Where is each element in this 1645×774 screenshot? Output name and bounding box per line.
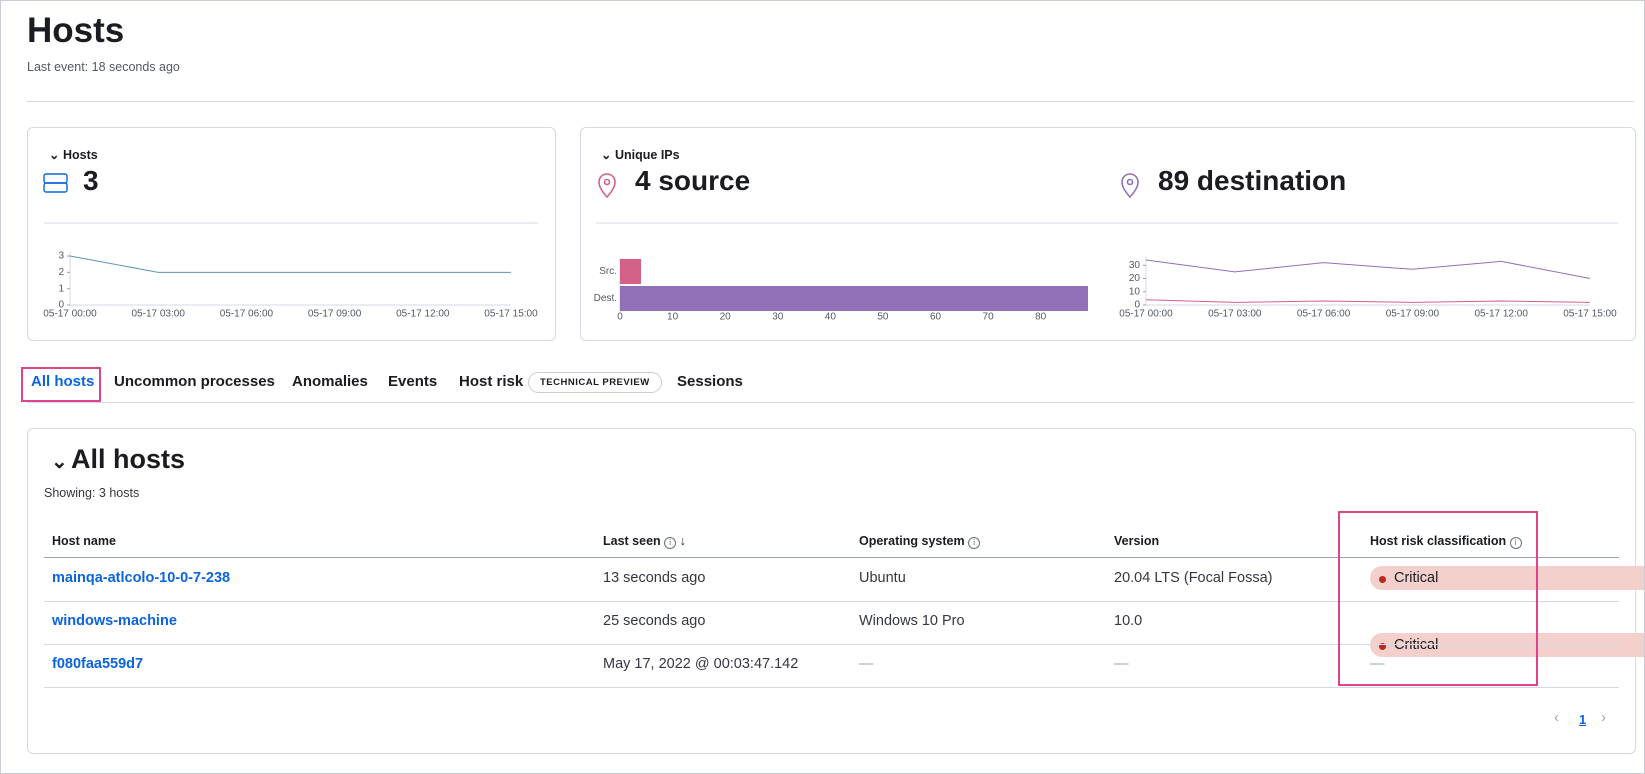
tab[interactable]: Host risk bbox=[459, 373, 524, 390]
risk-badge: Critical bbox=[1370, 566, 1644, 590]
showing-count: Showing: 3 hosts bbox=[44, 486, 140, 500]
cell: May 17, 2022 @ 00:03:47.142 bbox=[603, 656, 799, 672]
row-border bbox=[44, 601, 1619, 602]
tab[interactable]: Anomalies bbox=[292, 373, 368, 390]
row-border bbox=[44, 644, 1619, 645]
panel-title[interactable]: ⌄ Unique IPs bbox=[601, 148, 680, 162]
table-panel bbox=[27, 428, 1636, 754]
cell: 10.0 bbox=[1114, 613, 1143, 629]
tab[interactable]: All hosts bbox=[31, 373, 95, 390]
table-title[interactable]: ⌄ All hosts bbox=[51, 444, 186, 474]
info-icon[interactable]: i bbox=[1509, 537, 1522, 549]
panel-title-text: Hosts bbox=[63, 148, 98, 162]
kpi-value: 89 destination bbox=[1158, 165, 1347, 196]
panel-title[interactable]: ⌄ Hosts bbox=[49, 148, 98, 162]
cell: Ubuntu bbox=[859, 570, 906, 586]
page-number[interactable]: 1 bbox=[1579, 712, 1587, 727]
cell: 20.04 LTS (Focal Fossa) bbox=[1114, 570, 1273, 586]
table: Host name Last seen i ↓ Operating system i… bbox=[1, 1, 1644, 688]
cell: 25 seconds ago bbox=[603, 613, 706, 629]
info-icon[interactable]: i bbox=[968, 537, 981, 549]
column-header[interactable]: Host name bbox=[52, 534, 116, 548]
page-title: Hosts bbox=[27, 11, 125, 50]
cell: — bbox=[1370, 656, 1385, 672]
info-icon[interactable]: i bbox=[664, 537, 677, 549]
cell: — bbox=[1114, 656, 1129, 672]
host-link[interactable]: windows-machine bbox=[52, 613, 177, 629]
tabs-divider bbox=[27, 402, 1634, 403]
tab[interactable]: Uncommon processes bbox=[114, 373, 275, 390]
next-page[interactable]: › bbox=[1601, 709, 1606, 726]
highlight-box bbox=[21, 367, 101, 402]
tab-badge: TECHNICAL PREVIEW bbox=[528, 372, 662, 393]
column-header[interactable]: Operating system i bbox=[859, 534, 981, 549]
column-header[interactable]: Host risk classification i bbox=[1370, 534, 1522, 549]
highlight-box bbox=[1338, 511, 1538, 686]
divider bbox=[27, 101, 1634, 102]
column-header[interactable]: Last seen i ↓ bbox=[603, 534, 686, 549]
kpi-value: 3 bbox=[83, 165, 99, 196]
tab[interactable]: Sessions bbox=[677, 373, 743, 390]
risk-badge: Critical bbox=[1370, 633, 1644, 657]
row-border bbox=[44, 687, 1619, 688]
sort-icon[interactable]: ↓ bbox=[679, 534, 686, 548]
column-header[interactable]: Version bbox=[1114, 534, 1160, 548]
ips-panel bbox=[580, 127, 1636, 341]
row-border bbox=[44, 557, 1619, 558]
prev-page[interactable]: ‹ bbox=[1554, 709, 1559, 726]
subtitle: Last event: 18 seconds ago bbox=[27, 60, 180, 74]
panel-title-text: Unique IPs bbox=[615, 148, 680, 162]
kpi-value: 4 source bbox=[635, 165, 751, 196]
host-link[interactable]: mainqa-atlcolo-10-0-7-238 bbox=[52, 570, 231, 586]
cell: — bbox=[859, 656, 874, 672]
hosts-panel bbox=[27, 127, 556, 341]
table-title-text: All hosts bbox=[71, 444, 186, 474]
tab[interactable]: Events bbox=[388, 373, 438, 390]
cell: Windows 10 Pro bbox=[859, 613, 965, 629]
cell: 13 seconds ago bbox=[603, 570, 706, 586]
host-link[interactable]: f080faa559d7 bbox=[52, 656, 144, 672]
